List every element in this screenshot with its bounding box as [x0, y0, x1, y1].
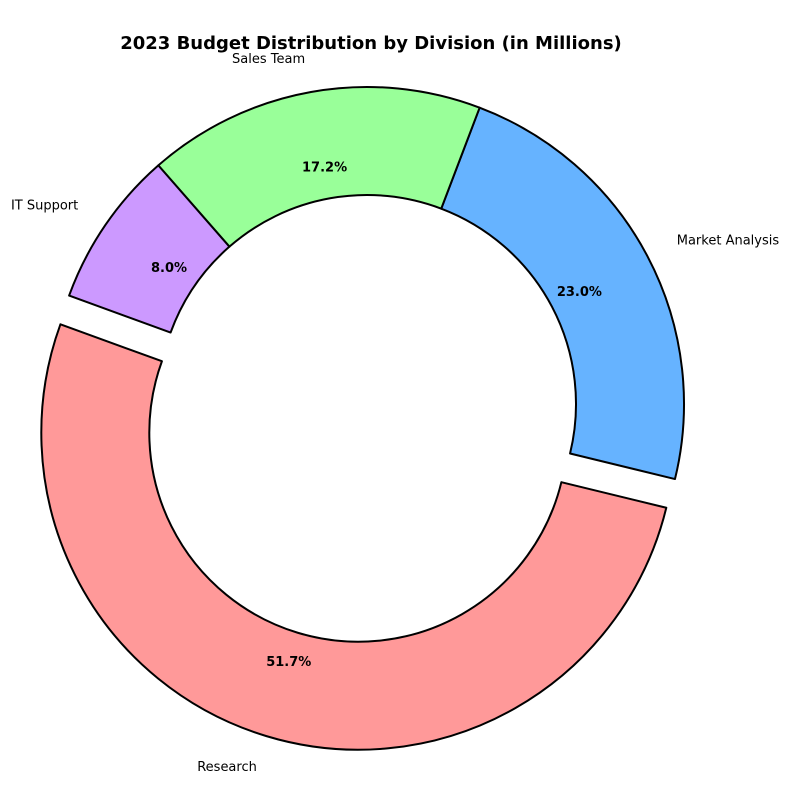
slice-sales-team	[157, 86, 481, 248]
pct-label-research: 51.7%	[266, 655, 311, 670]
slice-research	[40, 323, 668, 751]
slice-label-market-analysis: Market Analysis	[677, 234, 780, 249]
slice-it-support	[68, 164, 231, 334]
slice-market-analysis	[440, 106, 685, 481]
slice-label-sales-team: Sales Team	[232, 52, 305, 67]
pct-label-it-support: 8.0%	[151, 261, 187, 276]
slice-label-it-support: IT Support	[11, 199, 78, 214]
pct-label-market-analysis: 23.0%	[557, 285, 602, 300]
slice-label-research: Research	[197, 760, 257, 775]
chart-title: 2023 Budget Distribution by Division (in…	[120, 33, 622, 54]
pct-label-sales-team: 17.2%	[302, 160, 347, 175]
